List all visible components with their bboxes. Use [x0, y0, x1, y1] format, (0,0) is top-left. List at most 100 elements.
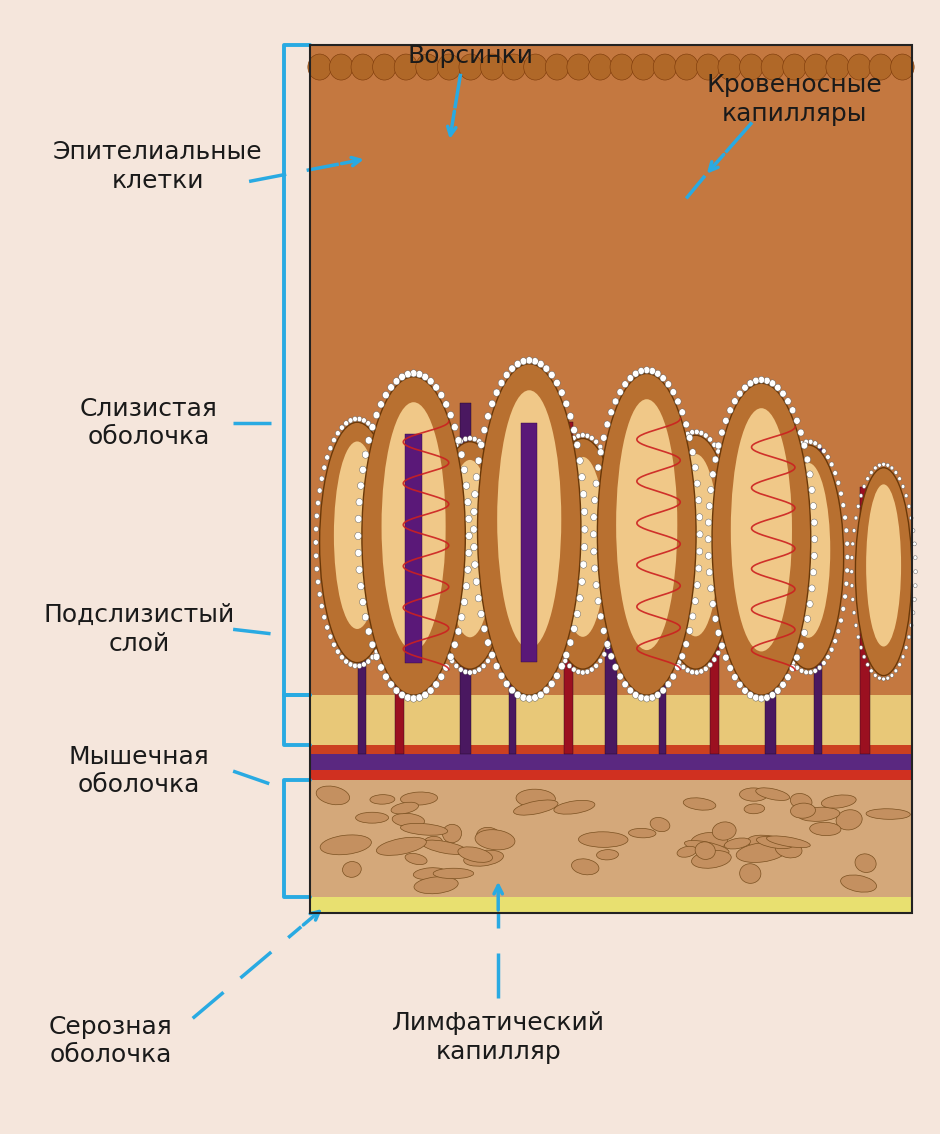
Ellipse shape [805, 616, 810, 623]
Ellipse shape [601, 627, 607, 634]
Ellipse shape [383, 391, 389, 399]
Ellipse shape [489, 651, 495, 659]
Ellipse shape [843, 594, 847, 599]
Ellipse shape [822, 449, 826, 454]
Ellipse shape [435, 626, 440, 632]
Ellipse shape [399, 692, 405, 699]
Ellipse shape [866, 662, 870, 667]
Ellipse shape [809, 822, 841, 836]
Ellipse shape [697, 514, 703, 521]
Ellipse shape [769, 692, 776, 699]
Ellipse shape [805, 54, 828, 81]
Ellipse shape [392, 813, 425, 827]
Ellipse shape [383, 674, 389, 680]
Ellipse shape [672, 654, 678, 659]
Ellipse shape [481, 625, 488, 633]
Ellipse shape [655, 505, 660, 509]
Ellipse shape [617, 389, 623, 396]
Ellipse shape [410, 370, 417, 376]
Ellipse shape [813, 668, 818, 674]
Ellipse shape [882, 677, 885, 682]
Ellipse shape [563, 400, 570, 407]
Ellipse shape [675, 398, 682, 405]
Ellipse shape [843, 515, 847, 521]
Ellipse shape [546, 615, 551, 619]
Ellipse shape [894, 669, 898, 672]
Ellipse shape [324, 625, 330, 631]
Ellipse shape [328, 634, 333, 640]
Ellipse shape [428, 687, 434, 694]
Ellipse shape [649, 694, 655, 701]
Ellipse shape [730, 601, 735, 607]
Ellipse shape [447, 653, 454, 660]
Ellipse shape [509, 365, 515, 372]
Ellipse shape [859, 645, 863, 650]
Ellipse shape [558, 662, 565, 670]
Ellipse shape [494, 462, 498, 466]
Ellipse shape [459, 451, 465, 458]
Ellipse shape [713, 383, 811, 695]
Ellipse shape [387, 615, 393, 620]
Ellipse shape [320, 603, 324, 609]
Ellipse shape [471, 508, 478, 516]
Ellipse shape [727, 665, 733, 671]
Ellipse shape [845, 555, 850, 559]
Ellipse shape [705, 552, 712, 559]
Ellipse shape [617, 674, 623, 680]
Ellipse shape [685, 431, 690, 437]
Ellipse shape [503, 371, 510, 379]
Ellipse shape [768, 582, 773, 586]
Ellipse shape [770, 515, 774, 521]
Text: Кровеносные
капилляры: Кровеносные капилляры [707, 74, 882, 126]
Ellipse shape [574, 610, 581, 618]
Ellipse shape [672, 446, 678, 450]
Ellipse shape [384, 455, 390, 460]
Ellipse shape [494, 644, 498, 650]
Ellipse shape [593, 582, 600, 589]
Ellipse shape [686, 627, 693, 634]
Ellipse shape [321, 835, 371, 855]
Ellipse shape [449, 447, 455, 452]
Ellipse shape [320, 422, 395, 662]
Ellipse shape [542, 511, 547, 517]
Ellipse shape [459, 439, 463, 443]
Ellipse shape [652, 530, 657, 535]
Ellipse shape [342, 862, 361, 878]
Ellipse shape [767, 555, 772, 559]
Ellipse shape [454, 442, 459, 448]
Ellipse shape [543, 686, 550, 694]
Ellipse shape [651, 543, 657, 548]
Ellipse shape [567, 439, 572, 445]
Bar [310, 45, 912, 913]
Ellipse shape [589, 435, 594, 441]
Ellipse shape [654, 370, 661, 378]
Ellipse shape [357, 416, 362, 422]
Ellipse shape [690, 430, 695, 434]
Bar [460, 403, 471, 754]
Ellipse shape [480, 54, 504, 81]
Ellipse shape [708, 486, 714, 493]
Ellipse shape [390, 476, 395, 481]
Ellipse shape [378, 438, 383, 442]
Ellipse shape [653, 517, 658, 522]
Ellipse shape [317, 488, 322, 493]
Ellipse shape [465, 515, 472, 523]
Ellipse shape [399, 373, 405, 381]
Ellipse shape [559, 652, 564, 657]
Ellipse shape [742, 687, 748, 694]
Ellipse shape [422, 692, 429, 699]
Ellipse shape [633, 370, 639, 378]
Bar [765, 514, 776, 754]
Ellipse shape [736, 843, 787, 863]
Ellipse shape [471, 543, 478, 551]
Ellipse shape [747, 692, 754, 699]
Ellipse shape [580, 561, 587, 568]
Ellipse shape [697, 548, 703, 555]
Ellipse shape [808, 670, 813, 675]
Ellipse shape [761, 54, 785, 81]
Ellipse shape [438, 674, 445, 680]
Ellipse shape [432, 442, 508, 669]
Ellipse shape [853, 611, 856, 615]
Ellipse shape [833, 638, 838, 643]
Bar [814, 448, 822, 754]
